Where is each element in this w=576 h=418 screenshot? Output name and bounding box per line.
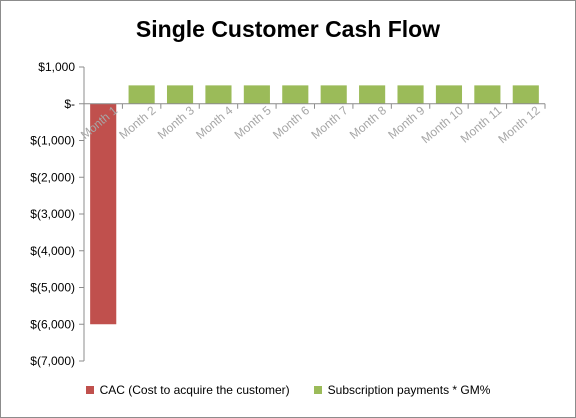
y-tick-label: $- — [64, 97, 75, 111]
x-tick-label: Month 7 — [308, 103, 350, 142]
bar-subscription-11 — [474, 85, 501, 104]
legend-item-cac: CAC (Cost to acquire the customer) — [85, 383, 290, 397]
x-tick-label: Month 4 — [193, 103, 235, 142]
bar-subscription-10 — [435, 85, 463, 104]
legend-swatch-cac — [85, 386, 94, 394]
y-tick-label: $(6,000) — [30, 317, 75, 331]
chart-title: Single Customer Cash Flow — [135, 16, 441, 42]
bar-subscription-6 — [282, 85, 309, 104]
x-tick-label: Month 6 — [270, 103, 312, 142]
x-tick-label: Month 10 — [419, 103, 467, 146]
y-tick-label: $(7,000) — [30, 354, 75, 368]
bar-subscription-4 — [205, 85, 232, 104]
bar-subscription-3 — [166, 85, 194, 104]
x-tick-label: Month 5 — [232, 103, 274, 142]
bar-subscription-12 — [512, 85, 539, 104]
legend-label-subscription: Subscription payments * GM% — [327, 383, 491, 397]
bar-subscription-7 — [320, 85, 347, 104]
bar-subscription-2 — [128, 85, 155, 104]
bar-subscription-9 — [397, 85, 424, 104]
x-tick-label: Month 3 — [155, 103, 197, 142]
legend-item-subscription: Subscription payments * GM% — [313, 383, 491, 397]
chart-legend: CAC (Cost to acquire the customer) Subsc… — [0, 383, 576, 397]
bar-cac-1 — [90, 103, 117, 325]
y-tick-label: $1,000 — [38, 60, 75, 74]
legend-swatch-subscription — [313, 386, 322, 394]
y-tick-label: $(1,000) — [30, 134, 75, 148]
x-tick-label: Month 2 — [116, 103, 158, 142]
x-tick-label: Month 8 — [347, 103, 389, 142]
bar-subscription-5 — [243, 85, 270, 104]
x-tick-label: Month 12 — [495, 103, 543, 146]
bar-subscription-8 — [359, 85, 386, 104]
y-tick-label: $(4,000) — [30, 244, 75, 258]
y-tick-label: $(2,000) — [30, 170, 75, 184]
y-tick-label: $(3,000) — [30, 207, 75, 221]
legend-label-cac: CAC (Cost to acquire the customer) — [99, 383, 290, 397]
y-tick-label: $(5,000) — [30, 281, 75, 295]
chart-plot: $1,000 $- $(1,000) $(2,000) $(3,000) $(4,000)… — [30, 60, 546, 368]
